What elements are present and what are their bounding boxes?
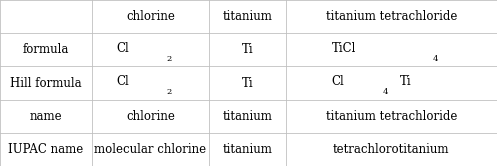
Text: Ti: Ti [242, 77, 253, 89]
Text: Cl: Cl [332, 75, 344, 88]
Text: 4: 4 [383, 88, 388, 96]
Text: titanium: titanium [222, 110, 272, 123]
Text: Cl: Cl [116, 42, 129, 55]
Text: chlorine: chlorine [126, 10, 175, 23]
Text: chlorine: chlorine [126, 110, 175, 123]
Text: 2: 2 [167, 88, 172, 96]
Text: titanium tetrachloride: titanium tetrachloride [326, 10, 457, 23]
Text: TiCl: TiCl [332, 42, 356, 55]
Text: Cl: Cl [116, 75, 129, 88]
Text: Ti: Ti [242, 43, 253, 56]
Text: name: name [30, 110, 62, 123]
Text: formula: formula [23, 43, 69, 56]
Text: Ti: Ti [401, 75, 412, 88]
Text: 2: 2 [167, 55, 172, 63]
Text: titanium: titanium [222, 10, 272, 23]
Text: IUPAC name: IUPAC name [8, 143, 83, 156]
Text: titanium tetrachloride: titanium tetrachloride [326, 110, 457, 123]
Text: molecular chlorine: molecular chlorine [94, 143, 206, 156]
Text: tetrachlorotitanium: tetrachlorotitanium [333, 143, 450, 156]
Text: titanium: titanium [222, 143, 272, 156]
Text: Hill formula: Hill formula [10, 77, 82, 89]
Text: 4: 4 [433, 55, 439, 63]
